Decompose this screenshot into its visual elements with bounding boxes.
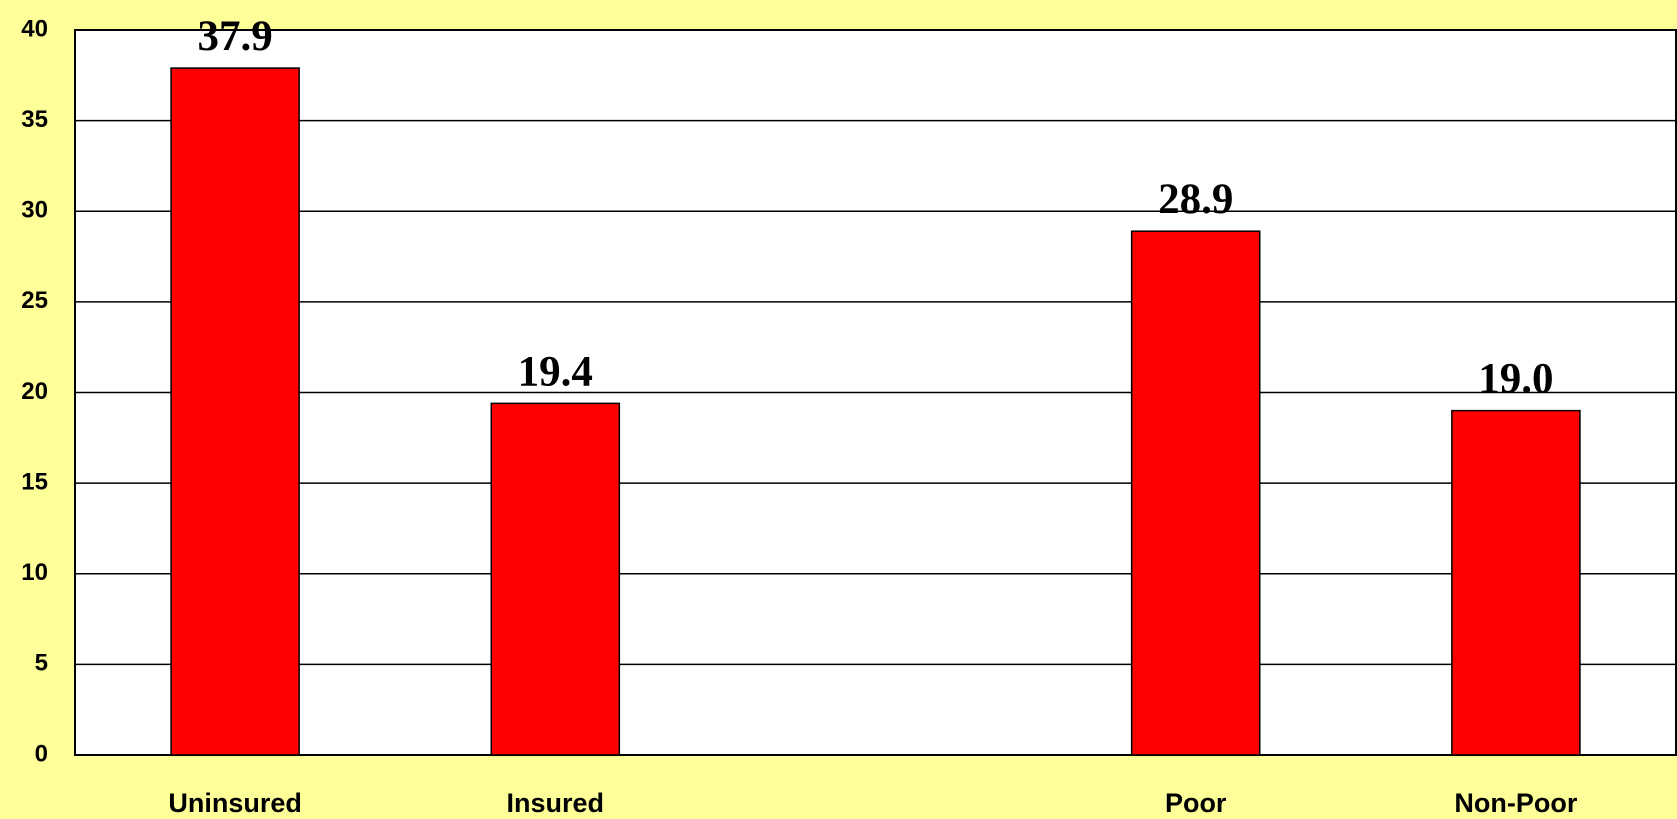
value-label: 19.4 (518, 348, 593, 395)
y-tick-label: 25 (21, 287, 48, 314)
y-tick-label: 35 (21, 106, 48, 133)
x-tick-label: Uninsured (168, 788, 302, 818)
bar (170, 67, 300, 756)
y-tick-label: 40 (21, 15, 48, 42)
value-label: 28.9 (1158, 176, 1233, 223)
bar (1130, 230, 1261, 756)
bar (490, 402, 621, 756)
y-tick-label: 30 (21, 197, 48, 224)
y-tick-label: 10 (21, 559, 48, 586)
plot-border (74, 29, 1677, 756)
x-tick-label: Poor (1165, 788, 1227, 818)
value-label: 37.9 (197, 13, 272, 60)
bar (1451, 409, 1581, 756)
x-tick-label: Insured (507, 788, 605, 818)
value-label: 19.0 (1478, 356, 1553, 403)
y-tick-label: 5 (35, 650, 48, 677)
y-tick-label: 15 (21, 468, 48, 495)
y-tick-label: 20 (21, 378, 48, 405)
y-tick-label: 0 (35, 740, 48, 767)
x-tick-label: Non-Poor (1454, 788, 1577, 818)
